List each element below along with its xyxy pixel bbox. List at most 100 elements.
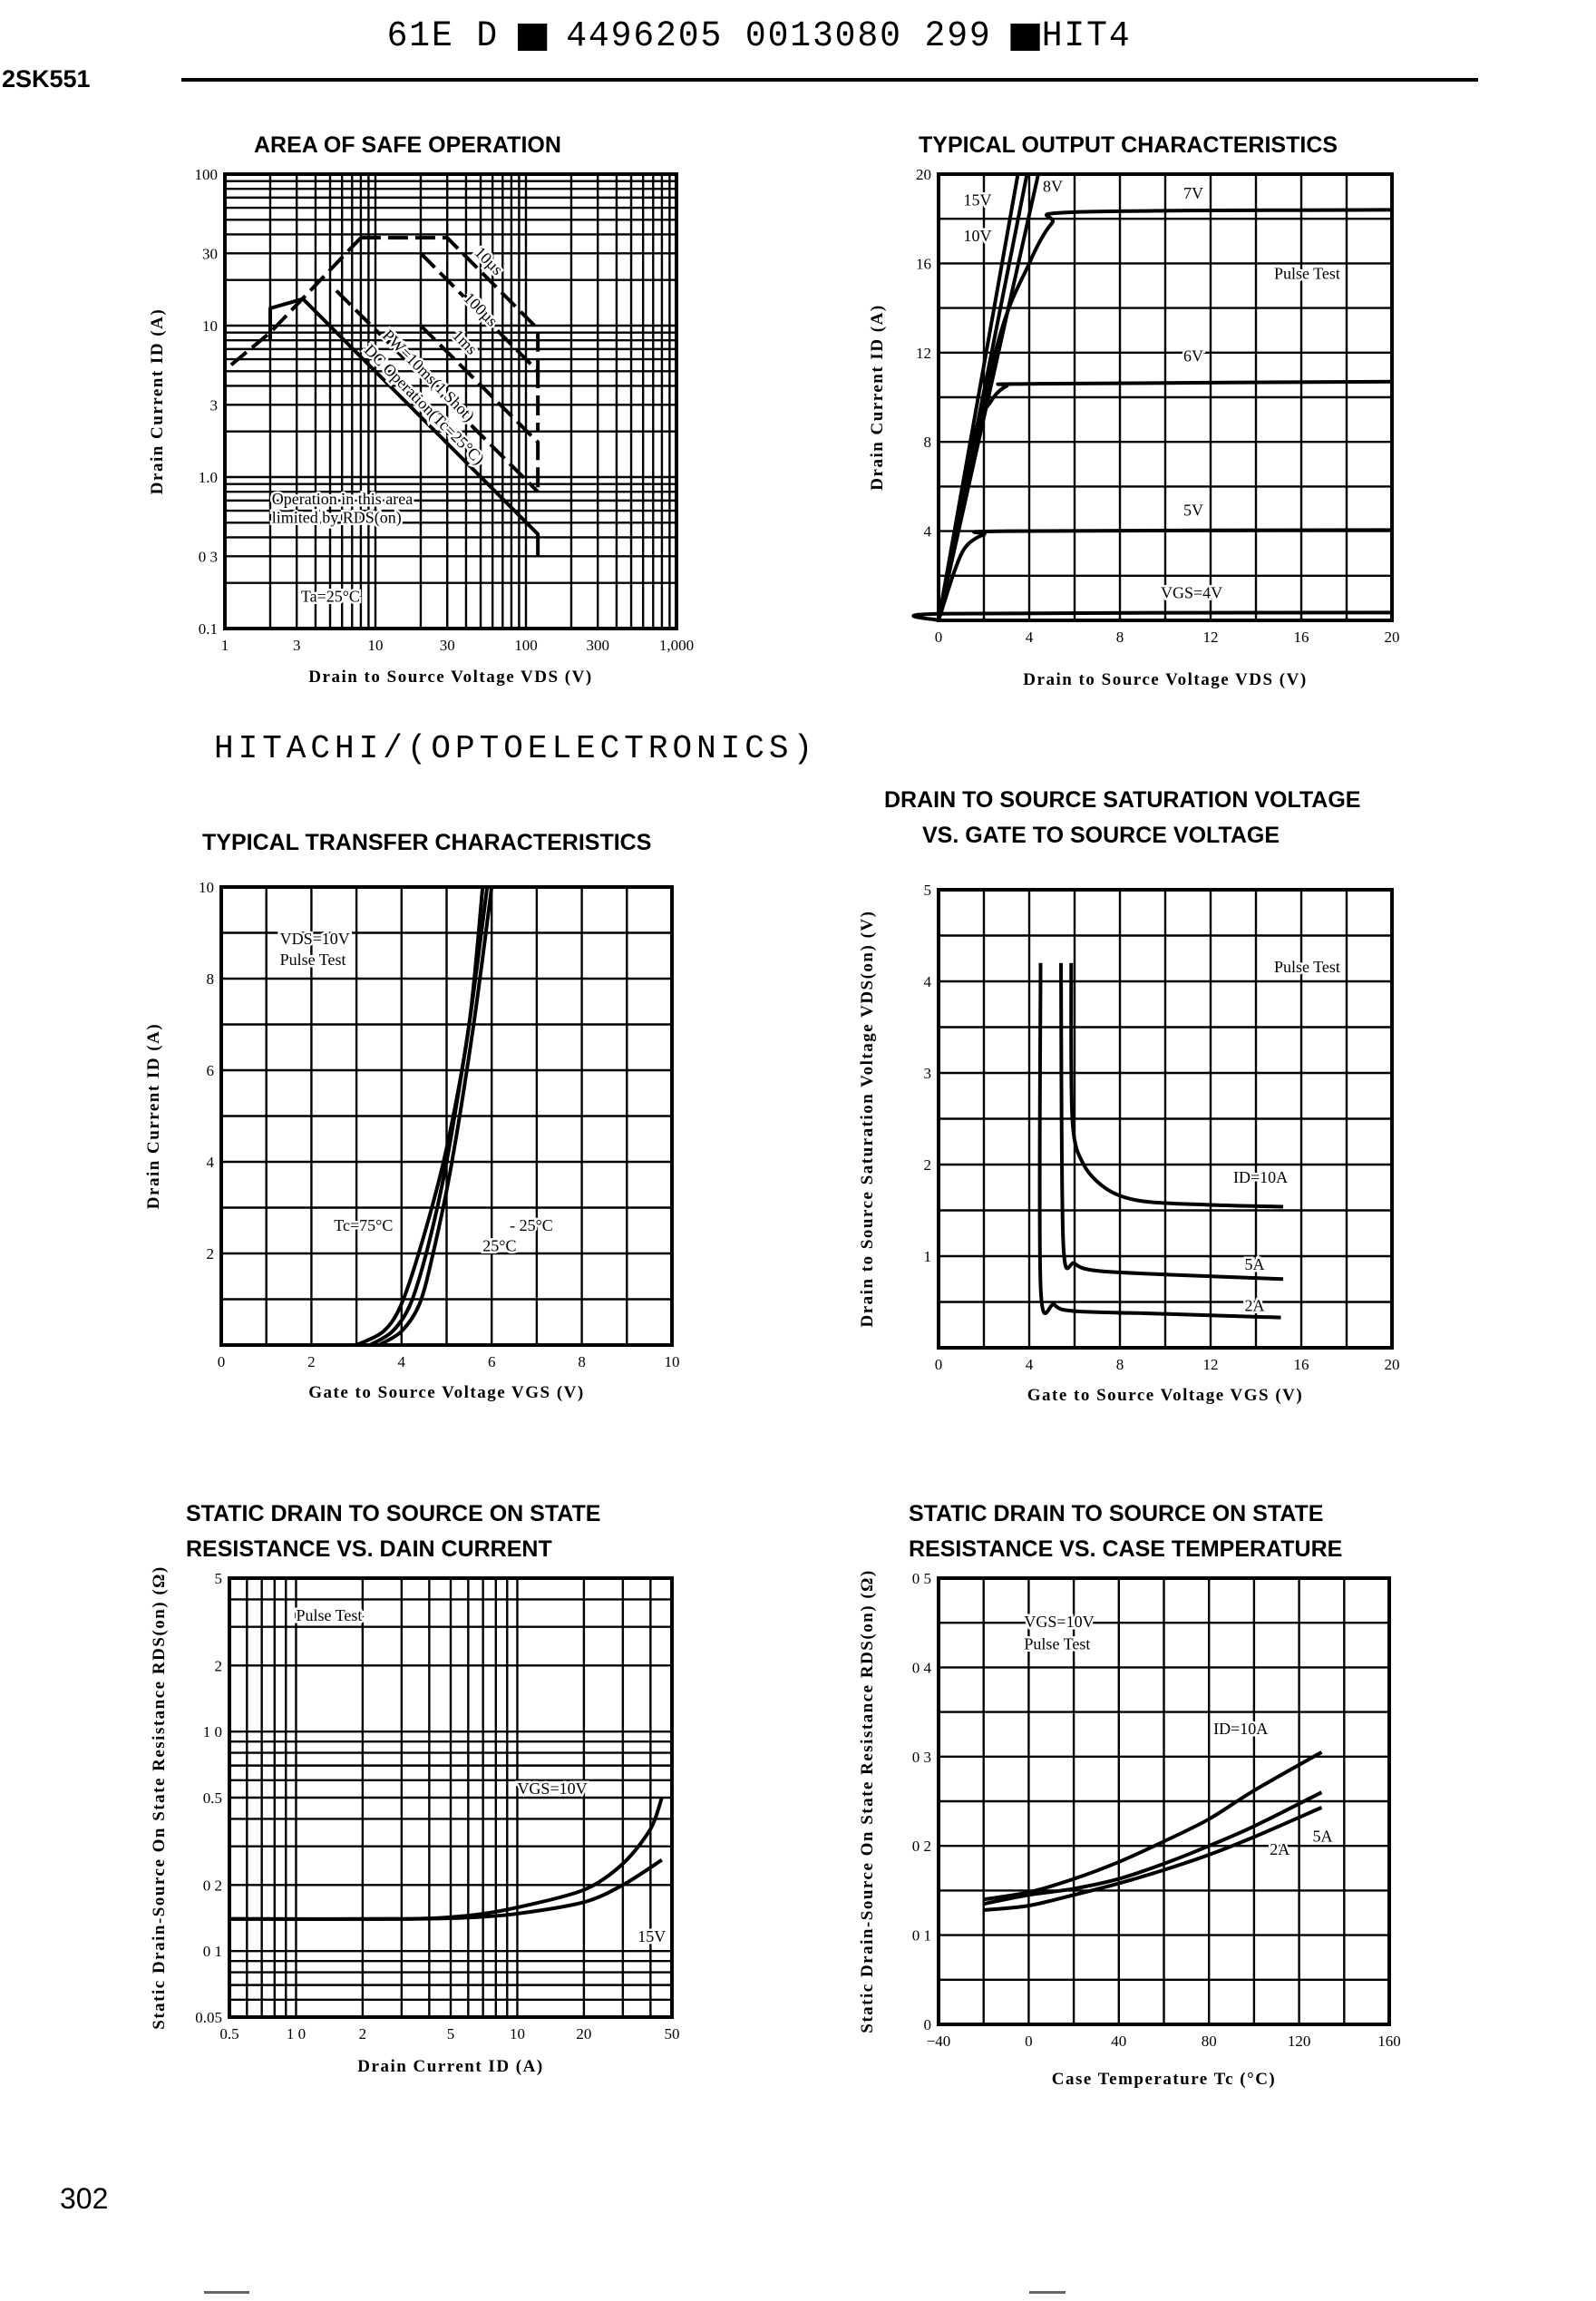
y-tick-label: 20: [916, 166, 931, 183]
series-line-7: [911, 610, 1393, 622]
x-tick-label: 8: [1116, 629, 1124, 646]
page-number: 302: [60, 2182, 109, 2215]
x-tick-label: 10: [368, 637, 384, 654]
series-line-2: [368, 886, 490, 1347]
x-tick-label: 20: [1385, 1356, 1400, 1373]
annotation: Ta=25°C: [301, 588, 360, 606]
y-tick-label: 0 1: [203, 1943, 222, 1960]
x-tick-label: 120: [1288, 2033, 1311, 2050]
y-tick-label: 4: [924, 973, 932, 990]
annotation: ID=10A: [1213, 1720, 1268, 1738]
y-tick-label: 2: [924, 1156, 932, 1174]
y-axis-label: Drain Current ID (A): [144, 1023, 163, 1209]
y-tick-label: 1: [924, 1248, 932, 1265]
y-tick-label: 5: [924, 882, 932, 899]
series-line-1: [229, 236, 363, 366]
x-tick-label: 40: [1111, 2033, 1126, 2050]
x-tick-label: 0: [1025, 2033, 1033, 2050]
y-tick-label: 8: [207, 970, 215, 988]
y-tick-label: 4: [207, 1154, 215, 1171]
x-tick-label: 12: [1203, 629, 1219, 646]
y-tick-label: 0 1: [912, 1927, 931, 1945]
x-tick-label: 6: [488, 1353, 496, 1370]
y-tick-label: 3: [210, 396, 219, 414]
series-line-6: [937, 528, 1393, 621]
annotation: VDS=10V: [280, 930, 350, 948]
chart-title: TYPICAL TRANSFER CHARACTERISTICS: [202, 830, 651, 855]
chart-2: TYPICAL OUTPUT CHARACTERISTICS 0 4 8 12 16 20 4…: [868, 132, 1400, 689]
chart-title: STATIC DRAIN TO SOURCE ON STATE: [909, 1501, 1323, 1526]
header-code-1: 61E D: [386, 16, 500, 57]
y-tick-label: 3: [924, 1065, 932, 1082]
y-tick-label: 0 4: [912, 1659, 932, 1676]
series-line-4: [937, 208, 1393, 621]
annotation: 15V: [637, 1927, 666, 1945]
document-header-code: 61E D 4496205 0013080 299 HIT4: [387, 16, 1132, 57]
y-tick-label: 8: [924, 434, 932, 451]
plot-frame: [937, 172, 1394, 622]
y-tick-label: 0 2: [203, 1877, 222, 1894]
chart-title: RESISTANCE VS. CASE TEMPERATURE: [909, 1536, 1342, 1562]
x-tick-label: 4: [1026, 1356, 1034, 1373]
y-axis-label: Drain to Source Saturation Voltage VDS(o…: [858, 911, 877, 1328]
grid: [937, 1576, 1391, 2026]
y-tick-label: 0 2: [912, 1838, 931, 1855]
annotation: Pulse Test: [1024, 1635, 1090, 1653]
series-line-3: [983, 1806, 1323, 1913]
x-tick-label: 1 0: [287, 2025, 306, 2043]
black-square-mark: [518, 23, 548, 51]
x-tick-label: 0.5: [219, 2025, 238, 2043]
x-axis-label: Gate to Source Voltage VGS (V): [1027, 1386, 1303, 1405]
part-number: 2SK551: [2, 65, 91, 93]
series-line-3: [419, 251, 540, 432]
y-axis-label: Drain Current ID (A): [148, 308, 167, 494]
x-axis-label: Case Temperature Tc (°C): [1052, 2070, 1277, 2089]
header-code-3: HIT4: [1041, 16, 1132, 57]
y-axis-label: Static Drain-Source On State Resistance …: [858, 1569, 877, 2033]
x-tick-label: 100: [514, 637, 538, 654]
y-tick-label: 6: [207, 1062, 215, 1079]
y-tick-label: 0 3: [199, 548, 218, 565]
annotation: 5A: [1313, 1827, 1333, 1845]
y-tick-label: 2: [207, 1245, 215, 1263]
x-tick-label: 160: [1377, 2033, 1401, 2050]
chart-title: AREA OF SAFE OPERATION: [254, 132, 561, 158]
series-line-2: [1059, 962, 1284, 1282]
chart-title: DRAIN TO SOURCE SATURATION VOLTAGE: [884, 787, 1360, 813]
header-code-2: 4496205 0013080 299: [566, 16, 992, 57]
series-line-5: [335, 289, 540, 493]
x-tick-label: 4: [1026, 629, 1034, 646]
y-tick-label: 0 5: [912, 1570, 931, 1587]
x-tick-label: 3: [293, 637, 301, 654]
x-tick-label: 0: [935, 629, 943, 646]
scan-mark: [1029, 2291, 1066, 2294]
annotation: VGS=10V: [517, 1779, 587, 1798]
plot-frame: [219, 885, 674, 1347]
x-tick-label: 80: [1202, 2033, 1217, 2050]
x-tick-label: 0: [218, 1353, 226, 1370]
annotation: 10µs: [472, 243, 507, 278]
y-tick-label: 12: [916, 345, 931, 362]
x-tick-label: 5: [447, 2025, 455, 2043]
x-tick-label: 0: [935, 1356, 943, 1373]
x-axis-label: Drain Current ID (A): [357, 2057, 543, 2076]
chart-3: TYPICAL TRANSFER CHARACTERISTICS 0 2 4 6 8 10 2…: [144, 830, 680, 1402]
annotation: 15V: [964, 190, 992, 209]
chart-title: TYPICAL OUTPUT CHARACTERISTICS: [919, 132, 1338, 158]
x-tick-label: 30: [440, 637, 455, 654]
annotation: Pulse Test: [1274, 958, 1340, 976]
chart-title: VS. GATE TO SOURCE VOLTAGE: [922, 823, 1280, 848]
annotation: ID=10A: [1233, 1168, 1288, 1186]
y-tick-label: 16: [916, 255, 931, 272]
plot-frame: [228, 1576, 674, 2019]
black-square-mark: [1010, 23, 1040, 51]
series-line-1: [1069, 962, 1284, 1209]
y-tick-label: 0.05: [195, 2009, 222, 2026]
y-tick-label: 2: [215, 1657, 223, 1674]
annotation: Operation in this area: [272, 490, 413, 508]
annotation: 1ms: [449, 326, 481, 357]
chart-title: STATIC DRAIN TO SOURCE ON STATE: [186, 1501, 600, 1526]
x-tick-label: 4: [398, 1353, 406, 1370]
x-tick-label: 20: [1385, 629, 1400, 646]
x-tick-label: 2: [359, 2025, 367, 2043]
